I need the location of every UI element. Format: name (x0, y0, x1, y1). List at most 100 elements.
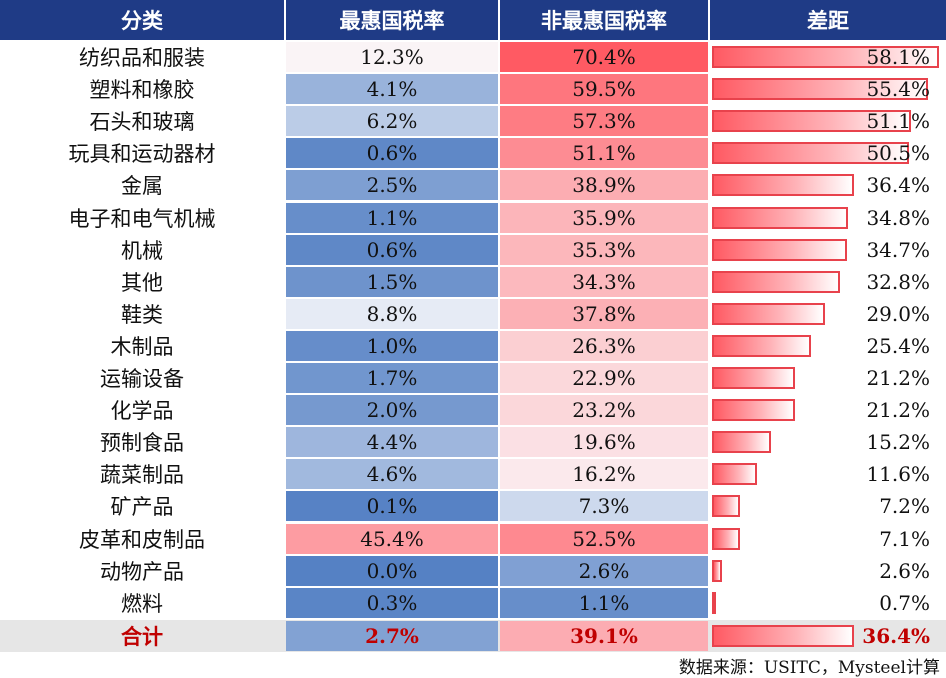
non-mfn-rate-cell: 22.9% (500, 363, 708, 393)
gap-bar (712, 495, 741, 517)
mfn-rate-cell: 1.5% (286, 267, 498, 297)
mfn-rate-cell: 12.3% (286, 42, 498, 72)
category-label: 玩具和运动器材 (68, 142, 216, 166)
non-mfn-rate-cell: 38.9% (500, 170, 708, 200)
gap-value: 2.6% (879, 559, 930, 583)
non-mfn-rate-cell: 52.5% (500, 524, 708, 554)
gap-bar (712, 78, 929, 100)
gap-bar (712, 528, 740, 550)
gap-value: 21.2% (866, 398, 930, 422)
category-label: 鞋类 (121, 303, 163, 327)
tariff-comparison-table: 分类 最惠国税率 非最惠国税率 差距 纺织品和服装 12.3% 70.4% 58.1%… (0, 0, 946, 652)
mfn-rate-cell: 6.2% (286, 106, 498, 136)
non-mfn-rate-cell: 59.5% (500, 74, 708, 104)
category-label: 电子和电气机械 (68, 207, 216, 231)
category-label: 运输设备 (100, 367, 184, 391)
mfn-rate-cell: 0.6% (286, 138, 498, 168)
gap-value: 7.2% (879, 494, 930, 518)
gap-bar (712, 174, 854, 196)
gap-bar (712, 207, 848, 229)
gap-value: 21.2% (866, 366, 930, 390)
gap-value: 0.7% (879, 591, 930, 615)
non-mfn-rate-cell: 23.2% (500, 395, 708, 425)
non-mfn-rate-cell: 1.1% (500, 588, 708, 618)
total-label: 合计 (121, 624, 163, 649)
gap-bar (712, 239, 848, 261)
header-category: 分类 (0, 0, 284, 40)
category-label: 金属 (121, 174, 163, 198)
gap-value: 50.5% (866, 141, 930, 165)
source-note: 数据来源：USITC，Mysteel计算 (678, 657, 940, 678)
gap-value: 34.7% (866, 238, 930, 262)
header-mfn-rate: 最惠国税率 (286, 0, 498, 40)
category-label: 纺织品和服装 (79, 46, 205, 70)
gap-bar (712, 367, 795, 389)
non-mfn-rate-cell: 34.3% (500, 267, 708, 297)
category-label: 动物产品 (100, 560, 184, 584)
category-label: 塑料和橡胶 (89, 78, 195, 102)
mfn-rate-cell: 45.4% (286, 524, 498, 554)
mfn-rate-cell: 1.0% (286, 331, 498, 361)
gap-value: 58.1% (866, 45, 930, 69)
gap-value: 32.8% (866, 270, 930, 294)
category-label: 石头和玻璃 (89, 110, 195, 134)
non-mfn-rate-cell: 19.6% (500, 427, 708, 457)
total-gap-bar (712, 625, 854, 647)
non-mfn-rate-cell: 7.3% (500, 491, 708, 521)
gap-bar (712, 592, 716, 614)
non-mfn-rate-cell: 26.3% (500, 331, 708, 361)
gap-bar (712, 110, 912, 132)
total-gap-value: 36.4% (862, 624, 930, 648)
mfn-rate-cell: 2.0% (286, 395, 498, 425)
gap-bar (712, 399, 795, 421)
category-label: 木制品 (110, 335, 174, 359)
mfn-rate-cell: 0.3% (286, 588, 498, 618)
gap-bar (712, 46, 939, 68)
category-label: 预制食品 (100, 431, 184, 455)
mfn-rate-cell: 1.1% (286, 203, 498, 233)
category-label: 燃料 (121, 592, 163, 616)
gap-bar (712, 560, 723, 582)
category-label: 蔬菜制品 (100, 463, 184, 487)
non-mfn-rate-cell: 51.1% (500, 138, 708, 168)
gap-value: 7.1% (879, 527, 930, 551)
header-gap: 差距 (710, 0, 946, 40)
gap-value: 36.4% (866, 173, 930, 197)
non-mfn-rate-cell: 35.9% (500, 203, 708, 233)
category-label: 机械 (121, 239, 163, 263)
mfn-rate-cell: 0.0% (286, 556, 498, 586)
gap-bar (712, 335, 812, 357)
non-mfn-rate-cell: 37.8% (500, 299, 708, 329)
category-label: 化学品 (110, 399, 174, 423)
mfn-rate-cell: 2.5% (286, 170, 498, 200)
mfn-rate-cell: 4.4% (286, 427, 498, 457)
gap-value: 55.4% (866, 77, 930, 101)
mfn-rate-cell: 4.6% (286, 459, 498, 489)
gap-value: 15.2% (866, 430, 930, 454)
gap-bar (712, 431, 772, 453)
gap-bar (712, 271, 840, 293)
gap-value: 11.6% (866, 462, 930, 486)
total-mfn-rate: 2.7% (286, 621, 498, 651)
non-mfn-rate-cell: 57.3% (500, 106, 708, 136)
gap-value: 29.0% (866, 302, 930, 326)
non-mfn-rate-cell: 2.6% (500, 556, 708, 586)
header-non-mfn-rate: 非最惠国税率 (500, 0, 708, 40)
non-mfn-rate-cell: 70.4% (500, 42, 708, 72)
category-label: 皮革和皮制品 (79, 528, 205, 552)
non-mfn-rate-cell: 35.3% (500, 235, 708, 265)
mfn-rate-cell: 1.7% (286, 363, 498, 393)
mfn-rate-cell: 0.1% (286, 491, 498, 521)
gap-bar (712, 142, 909, 164)
gap-value: 51.1% (866, 109, 930, 133)
mfn-rate-cell: 8.8% (286, 299, 498, 329)
category-label: 其他 (121, 271, 163, 295)
gap-bar (712, 303, 826, 325)
gap-bar (712, 463, 758, 485)
mfn-rate-cell: 4.1% (286, 74, 498, 104)
non-mfn-rate-cell: 16.2% (500, 459, 708, 489)
gap-value: 25.4% (866, 334, 930, 358)
gap-value: 34.8% (866, 206, 930, 230)
category-label: 矿产品 (110, 495, 174, 519)
total-non-mfn-rate: 39.1% (500, 621, 708, 651)
